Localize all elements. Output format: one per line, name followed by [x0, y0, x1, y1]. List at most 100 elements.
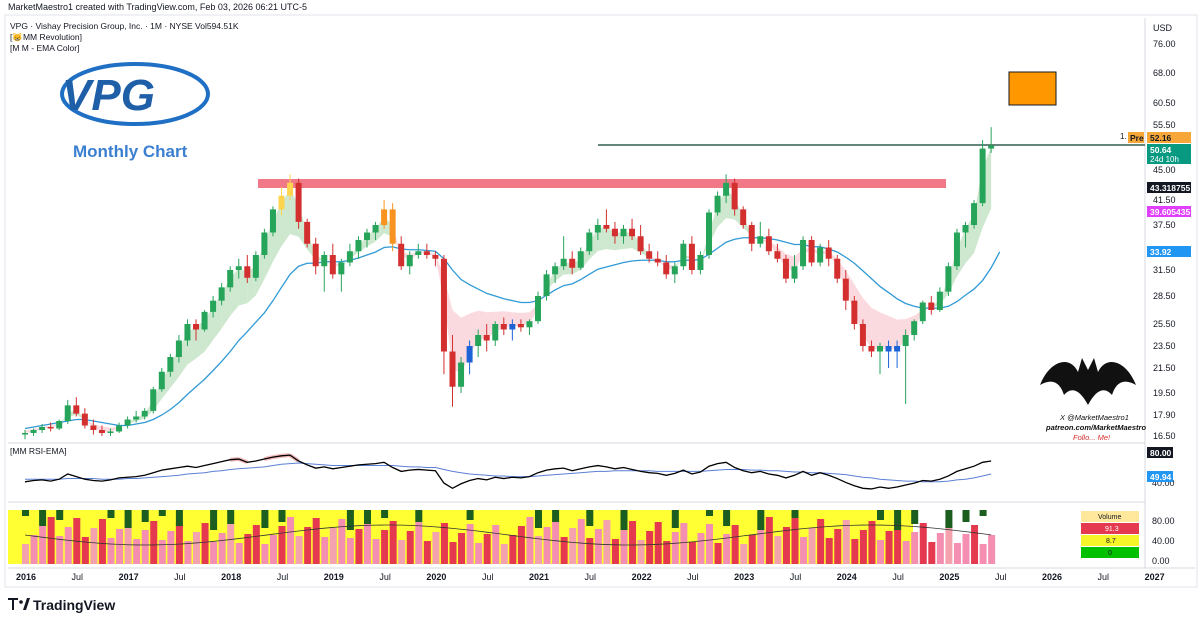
candle[interactable] [603, 209, 610, 233]
candle[interactable] [731, 178, 738, 216]
resistance-zone[interactable] [258, 179, 946, 188]
candle[interactable] [415, 243, 422, 259]
candle[interactable] [782, 255, 789, 283]
candle[interactable] [577, 247, 584, 271]
candle[interactable] [988, 127, 995, 153]
candle[interactable] [517, 319, 524, 332]
candle[interactable] [654, 251, 661, 267]
candle[interactable] [543, 270, 550, 301]
candle[interactable] [355, 236, 362, 259]
candle[interactable] [312, 237, 319, 275]
candle[interactable] [124, 416, 131, 429]
candle[interactable] [193, 319, 199, 341]
candle[interactable] [535, 291, 541, 324]
candle[interactable] [372, 221, 379, 240]
candle[interactable] [287, 174, 294, 200]
candle[interactable] [911, 319, 918, 341]
candle[interactable] [663, 255, 670, 279]
candle[interactable] [868, 340, 875, 358]
candle[interactable] [278, 187, 285, 216]
candle[interactable] [389, 203, 396, 252]
candle[interactable] [586, 228, 593, 255]
candle[interactable] [953, 228, 960, 270]
candle[interactable] [398, 236, 405, 270]
candle[interactable] [834, 255, 841, 283]
candle[interactable] [706, 209, 712, 259]
candle[interactable] [449, 335, 456, 407]
candle[interactable] [859, 319, 866, 352]
candle[interactable] [184, 319, 191, 346]
candle[interactable] [150, 386, 157, 414]
candle[interactable] [295, 178, 302, 229]
candle[interactable] [885, 340, 892, 369]
candle[interactable] [594, 218, 601, 240]
candles[interactable] [22, 127, 995, 440]
candle[interactable] [757, 221, 764, 248]
candle[interactable] [227, 266, 234, 292]
candle[interactable] [817, 243, 824, 267]
candle[interactable] [765, 228, 772, 255]
candle[interactable] [714, 191, 721, 216]
candle[interactable] [569, 251, 576, 275]
candle[interactable] [688, 236, 695, 275]
candle[interactable] [971, 200, 978, 229]
candle[interactable] [979, 140, 986, 207]
candle[interactable] [483, 324, 490, 352]
candle[interactable] [526, 319, 533, 335]
symbol-legend[interactable]: VPG · Vishay Precision Group, Inc. · 1M … [10, 21, 239, 31]
candle[interactable] [321, 251, 328, 292]
candle[interactable] [329, 243, 336, 279]
candle[interactable] [560, 236, 567, 270]
candle[interactable] [936, 287, 943, 312]
candle[interactable] [697, 251, 704, 275]
candle[interactable] [500, 317, 507, 335]
candle[interactable] [406, 251, 413, 275]
candle[interactable] [432, 251, 439, 267]
candle[interactable] [808, 236, 815, 267]
candle[interactable] [919, 300, 926, 324]
candle[interactable] [133, 410, 140, 423]
candle[interactable] [440, 255, 447, 375]
candle[interactable] [962, 221, 969, 248]
candle[interactable] [22, 430, 28, 440]
candle[interactable] [98, 425, 105, 437]
candle[interactable] [851, 296, 858, 330]
candle[interactable] [252, 251, 259, 282]
candle[interactable] [740, 206, 747, 229]
indicator-legend-2[interactable]: [M M - EMA Color] [10, 43, 79, 53]
candle[interactable] [244, 255, 251, 283]
candle[interactable] [64, 399, 71, 424]
candle[interactable] [825, 240, 832, 267]
candle[interactable] [552, 262, 559, 284]
candle[interactable] [723, 174, 730, 204]
time-axis[interactable]: 2016 Jul 2017 Jul 2018 Jul 2019 Jul 2020 Jul 2021 J… [16, 572, 1200, 582]
candle[interactable] [304, 218, 311, 248]
orange-box[interactable] [1008, 71, 1057, 106]
candle[interactable] [671, 262, 678, 284]
candle[interactable] [175, 335, 182, 363]
candle[interactable] [877, 342, 883, 375]
candle[interactable] [629, 218, 636, 240]
candle[interactable] [509, 319, 516, 341]
candle[interactable] [894, 340, 901, 369]
candle[interactable] [73, 397, 80, 417]
indicator-legend-1[interactable]: [😸MM Revolution] [10, 32, 82, 42]
candle[interactable] [611, 221, 618, 244]
candle[interactable] [774, 243, 781, 263]
candle[interactable] [167, 353, 174, 377]
candle[interactable] [791, 255, 798, 283]
candle[interactable] [235, 258, 242, 279]
candle[interactable] [620, 225, 627, 244]
candle[interactable] [39, 424, 46, 433]
candle[interactable] [201, 310, 208, 332]
candle[interactable] [30, 428, 37, 437]
candle[interactable] [364, 228, 370, 248]
candle[interactable] [346, 243, 353, 267]
candle[interactable] [218, 283, 225, 306]
candle[interactable] [81, 408, 88, 429]
candle[interactable] [680, 240, 687, 270]
tradingview-brand[interactable]: TradingView [8, 597, 115, 613]
rsi-legend[interactable]: [MM RSI-EMA] [10, 446, 67, 456]
candle[interactable] [47, 422, 54, 432]
